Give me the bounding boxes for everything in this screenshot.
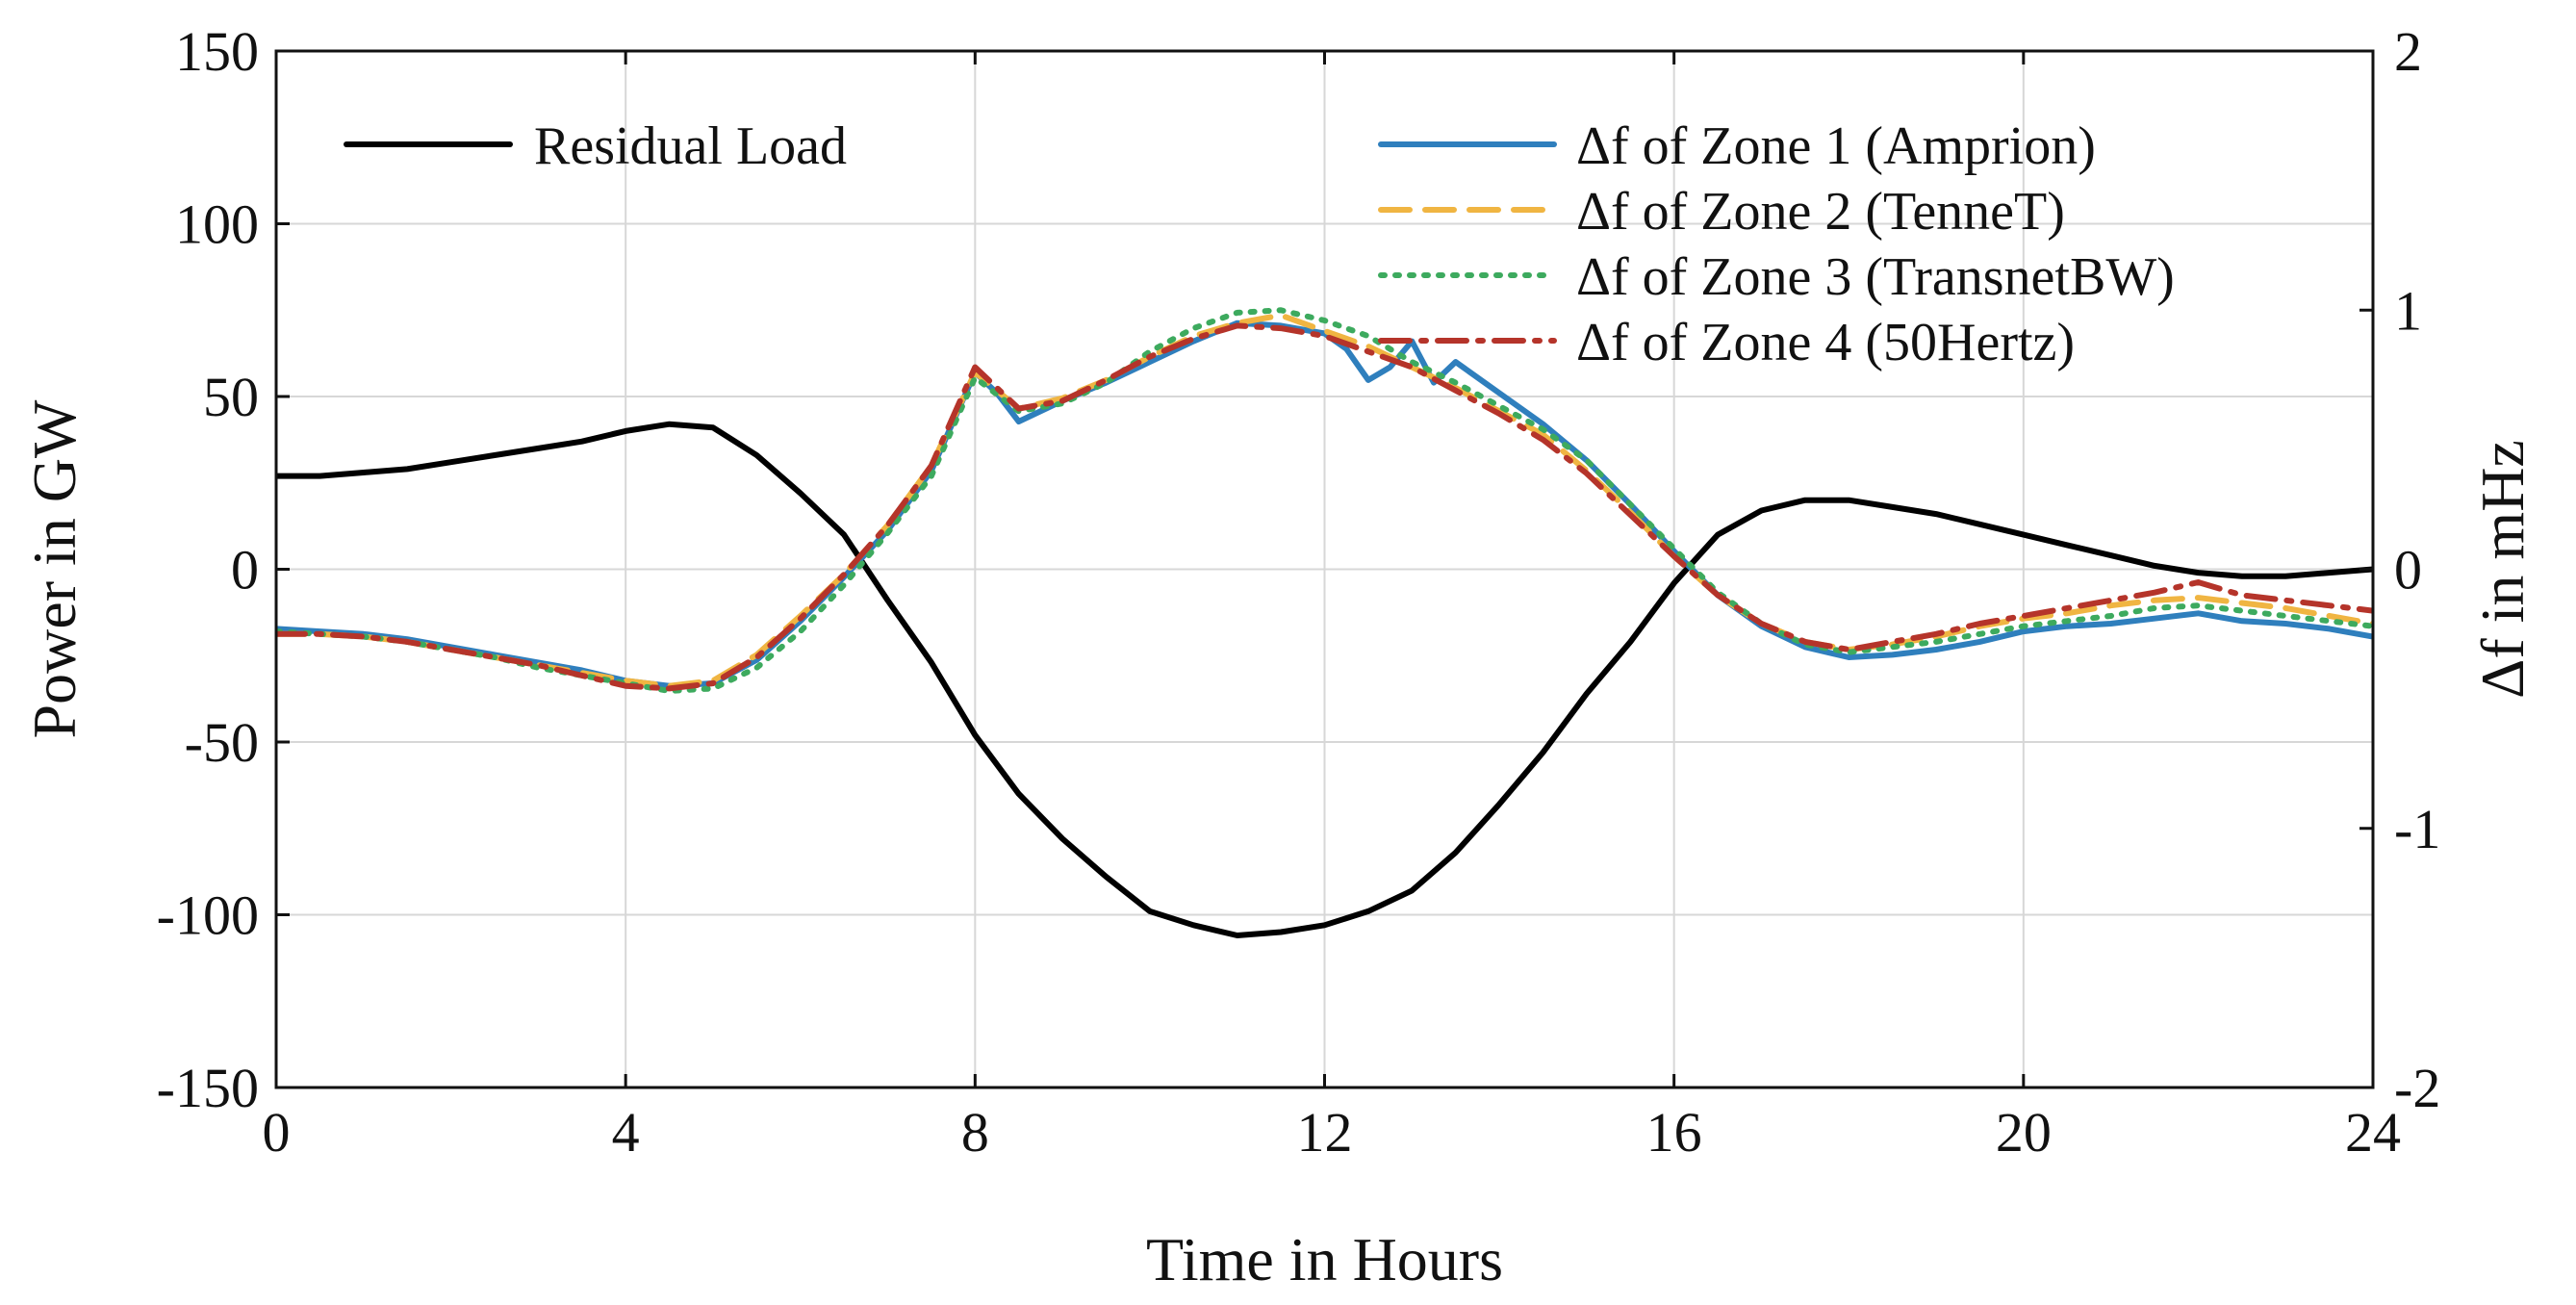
series-line-1: [276, 421, 2373, 938]
y2-tick-label: -2: [2394, 1057, 2440, 1119]
series-line-4: [276, 307, 2373, 694]
x-tick-label: 4: [612, 1101, 640, 1164]
series-line-5: [276, 322, 2373, 692]
legend-label: Δf of Zone 3 (TransnetBW): [1576, 247, 2175, 307]
legend-label: Residual Load: [534, 116, 847, 176]
series-layer: [276, 307, 2373, 938]
y-tick-label: 150: [175, 20, 259, 83]
x-tick-label: 20: [1996, 1101, 2052, 1164]
legend-label: Δf of Zone 1 (Amprion): [1576, 116, 2096, 176]
x-axis-title: Time in Hours: [1146, 1225, 1503, 1293]
x-tick-label: 8: [961, 1101, 989, 1164]
x-tick-label: 16: [1646, 1101, 1702, 1164]
series-line-3: [276, 312, 2373, 689]
ticks: 0 4 8 12 16 20 24 150 100 50 0 -50 -100 -150 2 1 0 -1 -2: [157, 20, 2441, 1164]
y2-tick-label: 1: [2394, 279, 2422, 342]
x-tick-label: 24: [2345, 1101, 2401, 1164]
y-axis-title: Power in GW: [20, 399, 89, 739]
legend: Residual Load Δf of Zone 1 (Amprion)Δf of…: [344, 116, 2175, 372]
y-tick-label: 100: [175, 193, 259, 256]
y-tick-label: 50: [203, 366, 259, 428]
legend-label: Δf of Zone 2 (TenneT): [1576, 182, 2065, 242]
grid: [276, 51, 2373, 1088]
y2-axis-title: Δf in mHz: [2468, 440, 2537, 699]
x-tick-label: 12: [1297, 1101, 1353, 1164]
legend-label: Δf of Zone 4 (50Hertz): [1576, 313, 2075, 372]
y2-tick-label: 2: [2394, 20, 2422, 83]
y2-tick-label: -1: [2394, 798, 2440, 860]
y-tick-label: -100: [157, 884, 259, 947]
y2-tick-label: 0: [2394, 539, 2422, 601]
y-tick-label: -150: [157, 1057, 259, 1119]
y-tick-label: -50: [185, 711, 259, 774]
y-tick-label: 0: [231, 539, 259, 601]
x-tick-label: 0: [263, 1101, 291, 1164]
